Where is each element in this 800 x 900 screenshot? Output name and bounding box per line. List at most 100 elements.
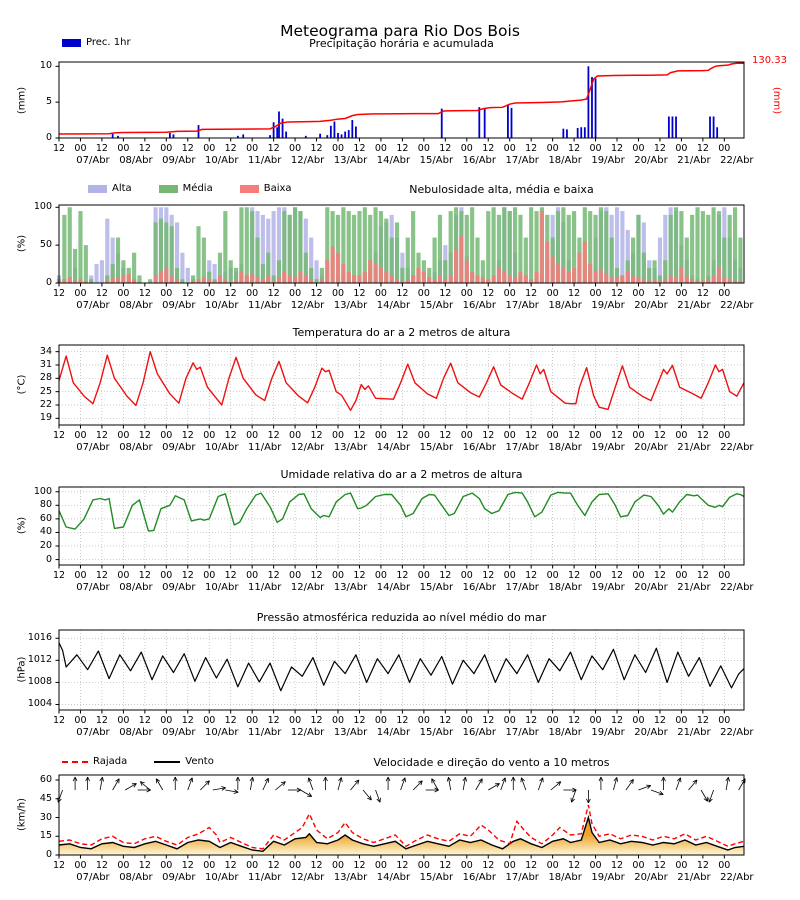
day-label: 17/Abr — [505, 442, 539, 453]
day-label: 21/Abr — [677, 155, 711, 166]
x-tick-label: 00 — [289, 288, 302, 299]
day-label: 15/Abr — [419, 872, 454, 883]
day-label: 11/Abr — [247, 582, 282, 593]
day-label: 11/Abr — [247, 300, 282, 311]
humidity-title: Umidade relativa do ar a 2 metros de alt… — [280, 468, 523, 481]
x-tick-label: 00 — [374, 715, 387, 726]
x-tick-label: 00 — [374, 430, 387, 441]
x-tick-label: 12 — [181, 715, 194, 726]
x-tick-label: 00 — [74, 143, 87, 154]
day-label: 11/Abr — [247, 872, 282, 883]
day-label: 17/Abr — [505, 300, 539, 311]
x-tick-label: 00 — [546, 430, 559, 441]
day-label: 10/Abr — [205, 155, 239, 166]
x-tick-label: 12 — [310, 430, 323, 441]
y-tick-label: 0 — [45, 553, 52, 565]
day-label: 16/Abr — [462, 582, 496, 593]
y-tick-label: 19 — [39, 412, 52, 424]
x-tick-label: 00 — [460, 570, 473, 581]
x-tick-label: 12 — [52, 715, 66, 726]
day-label: 09/Abr — [162, 442, 196, 453]
baixa-label: Baixa — [263, 183, 292, 194]
day-label: 08/Abr — [119, 727, 153, 738]
x-tick-label: 12 — [138, 860, 151, 871]
day-label: 18/Abr — [548, 872, 582, 883]
x-tick-label: 00 — [546, 715, 559, 726]
day-label: 09/Abr — [162, 300, 196, 311]
day-label: 12/Abr — [290, 300, 325, 311]
x-tick-label: 00 — [289, 570, 302, 581]
day-label: 09/Abr — [162, 582, 196, 593]
x-tick-label: 00 — [331, 860, 345, 871]
x-tick-label: 12 — [653, 430, 666, 441]
x-tick-label: 12 — [138, 715, 151, 726]
x-tick-label: 12 — [525, 570, 538, 581]
x-tick-label: 12 — [52, 143, 66, 154]
y-tick-label: 34 — [39, 345, 52, 357]
x-tick-label: 12 — [224, 570, 237, 581]
day-label: 14/Abr — [376, 727, 411, 738]
day-label: 10/Abr — [205, 872, 239, 883]
x-tick-label: 12 — [353, 143, 366, 154]
x-tick-label: 00 — [246, 430, 259, 441]
x-tick-label: 12 — [653, 143, 666, 154]
x-tick-label: 12 — [181, 430, 194, 441]
x-tick-label: 12 — [396, 715, 409, 726]
x-tick-label: 12 — [95, 570, 108, 581]
day-label: 08/Abr — [119, 582, 153, 593]
x-tick-label: 00 — [632, 288, 645, 299]
x-tick-label: 00 — [546, 143, 559, 154]
x-tick-label: 00 — [331, 143, 345, 154]
x-tick-label: 12 — [525, 860, 538, 871]
x-tick-label: 00 — [675, 430, 688, 441]
y-tick-label: 5 — [45, 96, 52, 108]
x-tick-label: 00 — [460, 430, 473, 441]
y-tick-label: 80 — [39, 499, 52, 511]
x-tick-label: 00 — [160, 715, 173, 726]
x-tick-label: 12 — [224, 143, 237, 154]
day-label: 15/Abr — [419, 442, 454, 453]
day-label: 22/Abr — [720, 872, 754, 883]
x-tick-label: 00 — [718, 570, 731, 581]
x-tick-label: 12 — [568, 860, 581, 871]
day-label: 12/Abr — [290, 582, 325, 593]
x-tick-label: 00 — [74, 860, 87, 871]
day-label: 12/Abr — [290, 155, 325, 166]
x-tick-label: 00 — [203, 288, 216, 299]
x-tick-label: 00 — [160, 288, 173, 299]
vento-label: Vento — [185, 756, 214, 767]
x-tick-label: 00 — [74, 570, 87, 581]
x-tick-label: 12 — [610, 288, 624, 299]
x-tick-label: 12 — [138, 430, 151, 441]
precip-title: Precipitação horária e acumulada — [309, 37, 494, 50]
plot-3 — [55, 486, 745, 569]
x-tick-label: 12 — [396, 143, 409, 154]
x-tick-label: 00 — [460, 143, 473, 154]
x-tick-label: 00 — [546, 288, 559, 299]
plot-0 — [55, 61, 745, 142]
day-label: 19/Abr — [591, 442, 625, 453]
x-tick-label: 00 — [289, 430, 302, 441]
x-tick-label: 00 — [374, 860, 387, 871]
day-label: 22/Abr — [720, 582, 754, 593]
x-tick-label: 12 — [482, 715, 495, 726]
rajada-swatch — [62, 760, 88, 763]
day-label: 22/Abr — [720, 300, 754, 311]
x-tick-label: 12 — [696, 430, 709, 441]
day-label: 16/Abr — [462, 442, 496, 453]
y-tick-label: 60 — [39, 512, 52, 524]
y-tick-label: 1012 — [27, 654, 52, 666]
prec-1hr-swatch — [62, 38, 81, 47]
x-tick-label: 00 — [718, 143, 731, 154]
x-tick-label: 12 — [95, 288, 108, 299]
day-label: 13/Abr — [333, 727, 368, 738]
x-tick-label: 00 — [117, 288, 130, 299]
x-tick-label: 00 — [160, 570, 173, 581]
day-label: 07/Abr — [76, 300, 110, 311]
day-label: 13/Abr — [333, 300, 368, 311]
media-swatch — [158, 184, 178, 193]
day-label: 18/Abr — [548, 300, 582, 311]
day-label: 19/Abr — [591, 727, 625, 738]
x-tick-label: 12 — [224, 715, 237, 726]
